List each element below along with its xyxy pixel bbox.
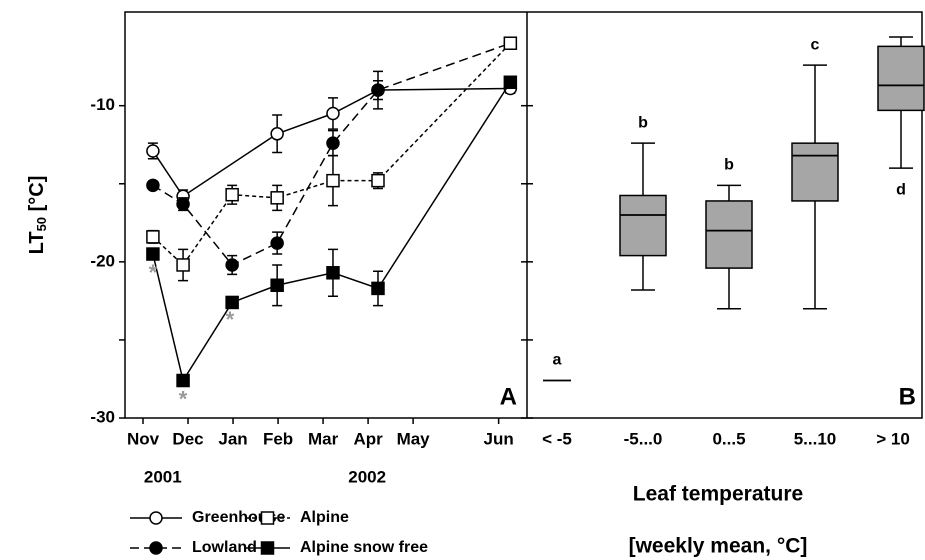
marker [326, 106, 340, 121]
group-label: d [896, 181, 906, 198]
marker [146, 144, 160, 158]
x-tick-label: Jan [218, 429, 247, 448]
marker [270, 191, 284, 205]
series-line [152, 42, 511, 267]
x-tick-label: > 10 [876, 429, 910, 448]
marker [326, 136, 340, 150]
y-axis-label: LT50 [°C] [26, 176, 49, 255]
marker [225, 187, 239, 202]
marker [326, 173, 340, 188]
y-label-main: LT [26, 231, 48, 254]
marker [503, 75, 518, 90]
x-tick-label: 0...5 [712, 429, 745, 448]
legend-entry: Alpine snow free [245, 539, 428, 556]
x-tick-label: < -5 [542, 429, 572, 448]
legend-entry: Alpine [245, 509, 349, 526]
box [791, 142, 839, 202]
box [619, 194, 667, 257]
marker [371, 83, 385, 97]
marker [149, 511, 163, 525]
x-axis-label: [weekly mean, °C] [629, 535, 808, 558]
legend-label: Alpine snow free [300, 539, 428, 556]
group-label: b [638, 114, 648, 131]
legend-entry: Lowland [130, 539, 257, 556]
x-tick-label: 5...10 [794, 429, 837, 448]
significance-mark: * [179, 387, 188, 412]
x-tick-label: Apr [353, 429, 383, 448]
x-tick-label: May [397, 429, 431, 448]
panel-label: B [899, 383, 916, 410]
y-tick-label: -20 [90, 251, 115, 270]
series-line [152, 81, 511, 383]
y-tick-label: -30 [90, 407, 115, 426]
group-label: b [724, 157, 734, 174]
y-label-unit: [°C] [26, 176, 48, 217]
y-tick-label: -10 [90, 95, 115, 114]
group-label: c [811, 36, 820, 53]
series-line [152, 87, 511, 198]
marker [225, 258, 239, 272]
marker [149, 541, 163, 555]
marker [146, 230, 160, 244]
significance-mark: * [149, 260, 158, 285]
marker [146, 247, 160, 261]
series-line [152, 42, 511, 266]
marker [176, 258, 190, 272]
marker [146, 178, 160, 193]
marker [176, 197, 190, 211]
marker [270, 127, 284, 141]
group-label: a [553, 352, 562, 369]
marker [270, 236, 284, 250]
y-label-sub: 50 [34, 217, 49, 231]
marker [371, 173, 385, 188]
marker [326, 266, 340, 280]
marker [176, 373, 190, 388]
year-label: 2002 [348, 467, 386, 486]
marker [270, 278, 284, 293]
x-tick-label: Jun [484, 429, 514, 448]
x-axis-label: Leaf temperature [633, 483, 803, 506]
box [705, 200, 753, 269]
x-tick-label: Feb [263, 429, 293, 448]
marker [260, 541, 275, 555]
legend-label: Lowland [192, 539, 257, 556]
marker [503, 36, 518, 50]
x-tick-label: Dec [172, 429, 203, 448]
x-tick-label: Nov [127, 429, 160, 448]
marker [371, 281, 385, 296]
legend-label: Alpine [300, 509, 349, 526]
year-label: 2001 [144, 467, 182, 486]
marker [260, 511, 275, 525]
plot-frame [124, 11, 923, 419]
box [877, 45, 925, 112]
marker [225, 295, 239, 310]
panel-label: A [500, 383, 517, 410]
x-tick-label: -5...0 [624, 429, 663, 448]
x-tick-label: Mar [308, 429, 339, 448]
significance-mark: * [226, 307, 235, 332]
